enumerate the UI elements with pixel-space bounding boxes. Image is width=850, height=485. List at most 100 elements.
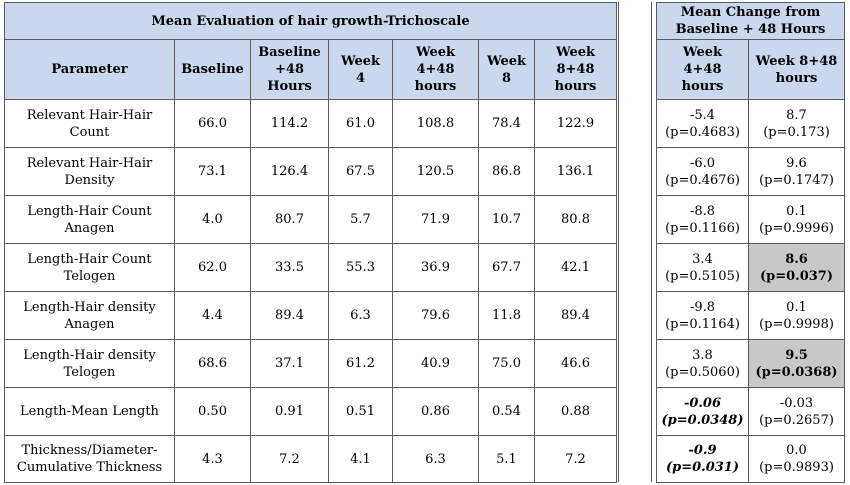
change-value: 3.4 xyxy=(692,251,713,267)
column-header: Week 8+48 hours xyxy=(534,39,617,100)
change-cell: 9.5 (p=0.0368) xyxy=(747,339,846,388)
table-row: Length-Hair density Telogen 68.6 37.1 61.2 4… xyxy=(4,339,617,388)
table-gap xyxy=(618,2,652,482)
table-row: Length-Hair density Anagen 4.4 89.4 6.3 79.6… xyxy=(4,291,617,340)
change-value: -0.03 xyxy=(779,395,814,411)
change-value: 9.6 xyxy=(786,155,807,171)
p-value: (p=0.037) xyxy=(760,268,833,284)
value-cell: 55.3 xyxy=(328,243,393,292)
value-cell: 0.86 xyxy=(392,387,479,436)
parameter-cell: Thickness/Diameter-Cumulative Thickness xyxy=(4,435,175,483)
p-value: (p=0.5105) xyxy=(665,268,740,284)
value-cell: 40.9 xyxy=(392,339,479,388)
value-cell: 6.3 xyxy=(328,291,393,340)
parameter-cell: Length-Hair Count Anagen xyxy=(4,195,175,244)
column-header: Week 4+48 hours xyxy=(392,39,479,100)
change-value: -5.4 xyxy=(689,107,716,123)
table-row: -9.8 (p=0.1164) 0.1 (p=0.9998) xyxy=(656,291,846,340)
change-value: 8.6 xyxy=(785,251,808,267)
column-header: Baseline +48 Hours xyxy=(250,39,329,100)
parameter-cell: Length-Hair density Telogen xyxy=(4,339,175,388)
value-cell: 5.7 xyxy=(328,195,393,244)
column-header: Week 4+48 hours xyxy=(656,39,749,100)
change-cell: 0.1 (p=0.9996) xyxy=(747,195,846,244)
p-value: (p=0.1747) xyxy=(759,172,834,188)
change-value: -9.8 xyxy=(689,299,716,315)
change-value: 0.1 xyxy=(786,299,807,315)
change-value: -6.0 xyxy=(689,155,716,171)
change-cell: 0.1 (p=0.9998) xyxy=(747,291,846,340)
change-value: -0.9 xyxy=(688,443,717,458)
value-cell: 67.5 xyxy=(328,147,393,196)
table-row: Length-Hair Count Telogen 62.0 33.5 55.3 36.… xyxy=(4,243,617,292)
value-cell: 42.1 xyxy=(534,243,617,292)
value-cell: 114.2 xyxy=(250,99,329,148)
value-cell: 0.88 xyxy=(534,387,617,436)
change-cell: 9.6 (p=0.1747) xyxy=(747,147,846,196)
value-cell: 108.8 xyxy=(392,99,479,148)
column-header: Parameter xyxy=(4,39,175,100)
value-cell: 75.0 xyxy=(478,339,535,388)
mean-change-title: Mean Change from Baseline + 48 Hours xyxy=(655,2,846,40)
value-cell: 0.50 xyxy=(174,387,251,436)
parameter-cell: Length-Hair density Anagen xyxy=(4,291,175,340)
value-cell: 126.4 xyxy=(250,147,329,196)
change-value: 3.8 xyxy=(692,347,713,363)
column-header: Week 4 xyxy=(328,39,393,100)
table-row: Thickness/Diameter-Cumulative Thickness 4… xyxy=(4,435,617,483)
value-cell: 7.2 xyxy=(534,435,617,483)
value-cell: 61.0 xyxy=(328,99,393,148)
value-cell: 86.8 xyxy=(478,147,535,196)
value-cell: 11.8 xyxy=(478,291,535,340)
table-row: Relevant Hair-Hair Count 66.0 114.2 61.0 108… xyxy=(4,99,617,148)
column-header: Week 8 xyxy=(478,39,535,100)
p-value: (p=0.4676) xyxy=(665,172,740,188)
column-header: Week 8+48 hours xyxy=(747,39,846,100)
table-row: -8.8 (p=0.1166) 0.1 (p=0.9996) xyxy=(656,195,846,244)
p-value: (p=0.9998) xyxy=(759,316,834,332)
value-cell: 4.4 xyxy=(174,291,251,340)
p-value: (p=0.173) xyxy=(763,124,830,140)
value-cell: 68.6 xyxy=(174,339,251,388)
mean-change-table: Mean Change from Baseline + 48 Hours Wee… xyxy=(655,2,846,483)
value-cell: 46.6 xyxy=(534,339,617,388)
value-cell: 4.1 xyxy=(328,435,393,483)
change-cell: -8.8 (p=0.1166) xyxy=(656,195,749,244)
value-cell: 73.1 xyxy=(174,147,251,196)
table-row: 3.4 (p=0.5105) 8.6 (p=0.037) xyxy=(656,243,846,292)
change-value: -0.06 xyxy=(683,395,722,411)
parameter-cell: Relevant Hair-Hair Density xyxy=(4,147,175,196)
change-cell: -0.9 (p=0.031) xyxy=(656,435,749,483)
change-cell: -6.0 (p=0.4676) xyxy=(656,147,749,196)
table-row: Length-Mean Length 0.50 0.91 0.51 0.86 0.54 0.… xyxy=(4,387,617,436)
value-cell: 37.1 xyxy=(250,339,329,388)
p-value: (p=0.2657) xyxy=(759,412,834,428)
value-cell: 4.0 xyxy=(174,195,251,244)
p-value: (p=0.0368) xyxy=(755,364,838,380)
table-row: -0.9 (p=0.031) 0.0 (p=0.9893) xyxy=(656,435,846,483)
value-cell: 71.9 xyxy=(392,195,479,244)
table-title: Mean Evaluation of hair growth-Trichosca… xyxy=(4,2,617,40)
value-cell: 79.6 xyxy=(392,291,479,340)
value-cell: 6.3 xyxy=(392,435,479,483)
value-cell: 89.4 xyxy=(534,291,617,340)
p-value: (p=0.5060) xyxy=(665,364,740,380)
change-cell: 8.6 (p=0.037) xyxy=(747,243,846,292)
p-value: (p=0.4683) xyxy=(665,124,740,140)
table-row: -0.06 (p=0.0348) -0.03 (p=0.2657) xyxy=(656,387,846,436)
p-value: (p=0.1166) xyxy=(665,220,740,236)
change-value: 0.0 xyxy=(786,443,807,458)
value-cell: 7.2 xyxy=(250,435,329,483)
change-value: -8.8 xyxy=(689,203,716,219)
table-row: -6.0 (p=0.4676) 9.6 (p=0.1747) xyxy=(656,147,846,196)
value-cell: 0.91 xyxy=(250,387,329,436)
change-cell: -5.4 (p=0.4683) xyxy=(656,99,749,148)
value-cell: 80.7 xyxy=(250,195,329,244)
p-value: (p=0.9893) xyxy=(759,460,834,475)
table-row: Length-Hair Count Anagen 4.0 80.7 5.7 71.9 10… xyxy=(4,195,617,244)
change-cell: 3.8 (p=0.5060) xyxy=(656,339,749,388)
value-cell: 61.2 xyxy=(328,339,393,388)
column-header: Baseline xyxy=(174,39,251,100)
value-cell: 0.54 xyxy=(478,387,535,436)
value-cell: 80.8 xyxy=(534,195,617,244)
